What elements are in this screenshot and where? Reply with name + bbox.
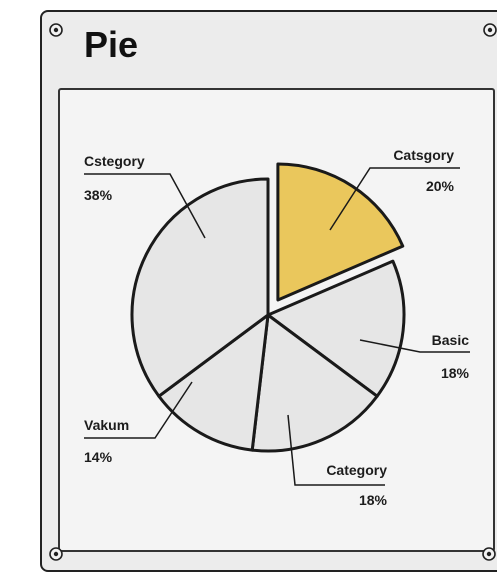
slice-percent: 18% [441,365,470,381]
pie-slice [276,162,405,302]
slice-label: Category [326,462,387,478]
pie-slice [266,259,406,398]
leader-line [359,339,470,353]
slice-label: Catsgory [393,147,454,163]
pie-slice [157,313,270,452]
slice-percent: 20% [426,178,455,194]
slice-percent: 38% [84,187,113,203]
leader-line [287,414,385,486]
leader-line [329,167,460,231]
screw-icon [482,547,496,561]
screw-icon [49,547,63,561]
slice-label: Vakum [84,417,129,433]
pie-slice [130,177,270,398]
slice-label: Basic [432,332,470,348]
screw-icon [49,23,63,37]
slice-label: Cstegory [84,153,145,169]
slice-percent: 18% [359,492,388,508]
leader-line [84,381,193,439]
pie-slice [250,313,379,453]
screw-icon [483,23,497,37]
slice-percent: 14% [84,449,113,465]
leader-line [84,173,206,239]
chart-title: Pie [84,24,139,65]
